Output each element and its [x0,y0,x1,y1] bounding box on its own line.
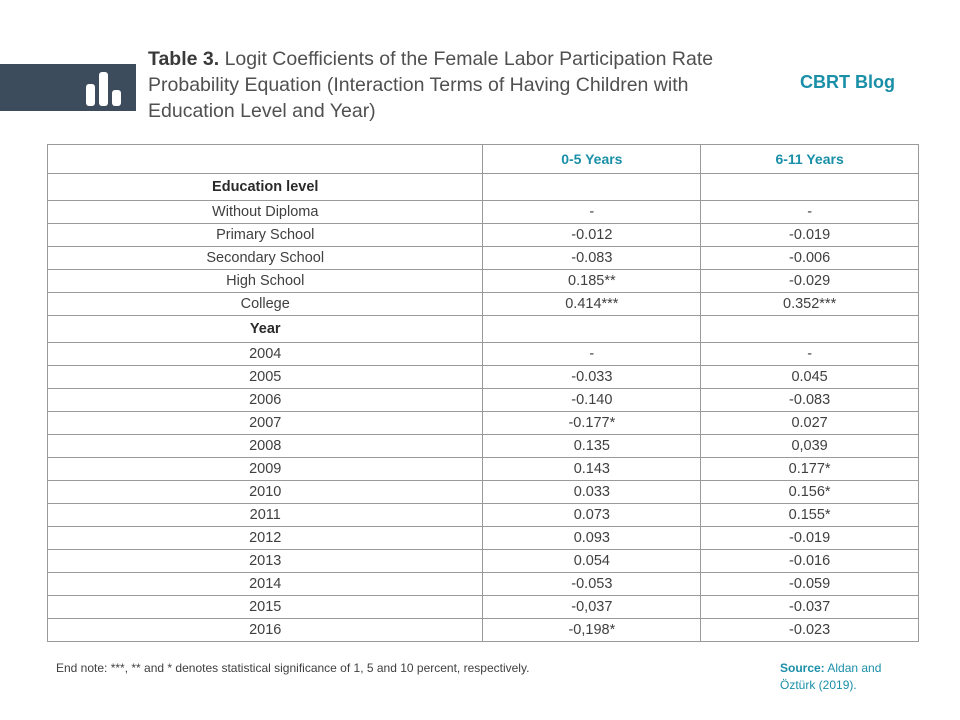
title-prefix: Table 3. [148,48,220,70]
row-label-cell: Primary School [46,223,484,247]
value-cell: -0.083 [482,246,702,270]
value-cell: 0.027 [700,411,919,435]
page-title: Table 3. Logit Coefficients of the Femal… [148,46,738,124]
coefficients-table: 0-5 Years 6-11 Years Education level With… [46,144,919,642]
value-cell: - [482,342,702,366]
table-row: 2016 -0,198* -0.023 [46,618,919,642]
table-row: College 0.414*** 0.352*** [46,292,919,316]
table-row: 2006 -0.140 -0.083 [46,388,919,412]
value-cell: 0.156* [700,480,919,504]
value-cell: 0.073 [482,503,702,527]
bar-chart-icon [86,72,121,106]
value-cell: -0,198* [482,618,702,642]
value-cell: -0.019 [700,526,919,550]
table-row: Without Diploma - - [46,200,919,224]
value-cell: - [482,200,702,224]
table-row: 2012 0.093 -0.019 [46,526,919,550]
value-cell: -0.019 [700,223,919,247]
empty-cell [482,173,702,201]
row-label-cell: 2011 [46,503,484,527]
value-cell: 0.352*** [700,292,919,316]
value-cell: 0.033 [482,480,702,504]
table-row: 2013 0.054 -0.016 [46,549,919,573]
table-row: 2010 0.033 0.156* [46,480,919,504]
section-header-row: Education level [46,173,919,201]
empty-cell [482,315,702,343]
row-label-cell: College [46,292,484,316]
table-row: 2014 -0.053 -0.059 [46,572,919,596]
row-label-cell: 2013 [46,549,484,573]
row-label-cell: 2009 [46,457,484,481]
row-label-cell: High School [46,269,484,293]
value-cell: -0.029 [700,269,919,293]
table-row: Secondary School -0.083 -0.006 [46,246,919,270]
table-row: 2004- - [46,342,919,366]
section-label: Education level [46,173,484,201]
value-cell: 0,039 [700,434,919,458]
value-cell: -0.140 [482,388,702,412]
row-label-cell: 2005 [46,365,484,389]
row-label-cell: Secondary School [46,246,484,270]
table-row: 2008 0.135 0,039 [46,434,919,458]
brand-label: CBRT Blog [800,72,895,92]
value-cell: 0.155* [700,503,919,527]
value-cell: 0.143 [482,457,702,481]
value-cell: -0.053 [482,572,702,596]
table-row: 2015 -0,037 -0.037 [46,595,919,619]
table-header-row: 0-5 Years 6-11 Years [46,144,919,174]
row-label-cell: 2012 [46,526,484,550]
value-cell: -0.037 [700,595,919,619]
end-note: End note: ***, ** and * denotes statisti… [56,661,530,675]
source-note: Source: Aldan and Öztürk (2019). [780,660,910,694]
table-row: 2009 0.143 0.177* [46,457,919,481]
value-cell: 0.045 [700,365,919,389]
value-cell: -0.033 [482,365,702,389]
value-cell: 0.093 [482,526,702,550]
section-header-row: Year [46,315,919,343]
column-header: 6-11 Years [700,144,919,174]
value-cell: - [700,200,919,224]
table-row: 2005 -0.033 0.045 [46,365,919,389]
column-header [46,144,484,174]
row-label-cell: 2008 [46,434,484,458]
row-label-cell: 2014 [46,572,484,596]
value-cell: 0.414*** [482,292,702,316]
row-label-cell: 2006 [46,388,484,412]
row-label-cell: 2015 [46,595,484,619]
section-label: Year [46,315,484,343]
value-cell: -0.016 [700,549,919,573]
value-cell: -0.083 [700,388,919,412]
empty-cell [700,315,919,343]
source-text: Aldan and Öztürk (2019). [780,661,882,692]
value-cell: 0.054 [482,549,702,573]
table-row: High School 0.185** -0.029 [46,269,919,293]
empty-cell [700,173,919,201]
value-cell: -0.059 [700,572,919,596]
value-cell: 0.177* [700,457,919,481]
value-cell: 0.185** [482,269,702,293]
row-label-cell: 2010 [46,480,484,504]
source-label: Source: [780,661,825,675]
table-row: Primary School -0.012 -0.019 [46,223,919,247]
value-cell: 0.135 [482,434,702,458]
value-cell: -0.023 [700,618,919,642]
value-cell: - [700,342,919,366]
column-header: 0-5 Years [482,144,702,174]
value-cell: -0.006 [700,246,919,270]
title-text: Logit Coefficients of the Female Labor P… [148,48,714,122]
row-label-cell: 2016 [46,618,484,642]
logo-bar [0,64,136,111]
table-row: 2007 -0.177* 0.027 [46,411,919,435]
row-label-cell: 2007 [46,411,484,435]
table-row: 2011 0.073 0.155* [46,503,919,527]
row-label-cell: Without Diploma [46,200,484,224]
row-label-cell: 2004 [46,342,484,366]
value-cell: -0.012 [482,223,702,247]
value-cell: -0,037 [482,595,702,619]
value-cell: -0.177* [482,411,702,435]
